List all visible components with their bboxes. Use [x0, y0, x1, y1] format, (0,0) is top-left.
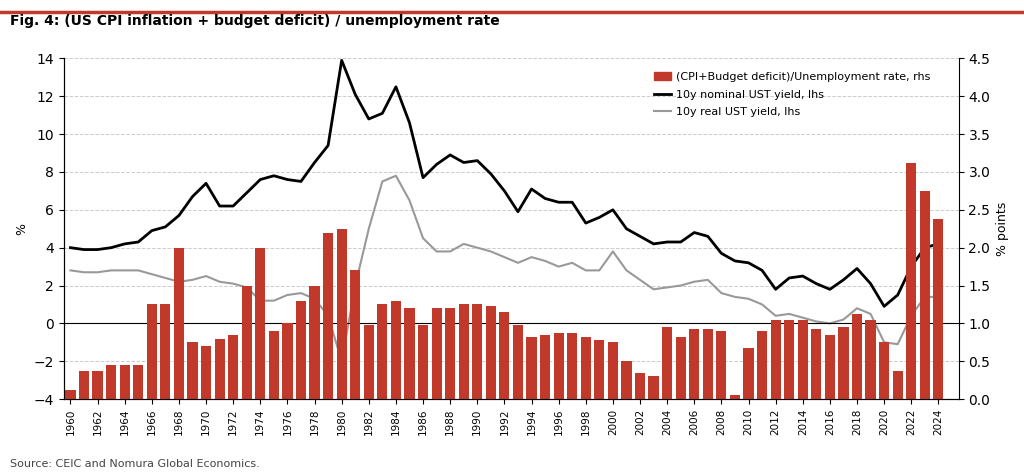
- Bar: [893, 371, 903, 399]
- Bar: [811, 329, 821, 399]
- Bar: [594, 340, 604, 399]
- Bar: [120, 365, 130, 399]
- Bar: [161, 304, 170, 399]
- Bar: [567, 333, 578, 399]
- Bar: [839, 327, 849, 399]
- Bar: [445, 308, 456, 399]
- Legend: (CPI+Budget deficit)/Unemployment rate, rhs, 10y nominal UST yield, lhs, 10y rea: (CPI+Budget deficit)/Unemployment rate, …: [650, 67, 935, 122]
- Bar: [717, 331, 726, 399]
- Bar: [418, 325, 428, 399]
- Bar: [485, 306, 496, 399]
- Bar: [648, 376, 658, 399]
- Bar: [622, 361, 632, 399]
- Bar: [770, 319, 780, 399]
- Bar: [663, 327, 672, 399]
- Bar: [391, 301, 401, 399]
- Bar: [865, 319, 876, 399]
- Bar: [513, 325, 523, 399]
- Bar: [676, 337, 686, 399]
- Bar: [526, 337, 537, 399]
- Bar: [377, 304, 387, 399]
- Bar: [79, 371, 89, 399]
- Y-axis label: % points: % points: [996, 201, 1009, 256]
- Bar: [201, 346, 211, 399]
- Bar: [268, 331, 279, 399]
- Bar: [404, 308, 415, 399]
- Bar: [920, 191, 930, 399]
- Bar: [906, 163, 916, 399]
- Bar: [350, 270, 360, 399]
- Bar: [296, 301, 306, 399]
- Bar: [92, 371, 102, 399]
- Bar: [689, 329, 699, 399]
- Bar: [500, 312, 510, 399]
- Bar: [187, 342, 198, 399]
- Bar: [228, 335, 239, 399]
- Bar: [283, 323, 293, 399]
- Bar: [66, 390, 76, 399]
- Bar: [730, 395, 740, 399]
- Text: Fig. 4: (US CPI inflation + budget deficit) / unemployment rate: Fig. 4: (US CPI inflation + budget defic…: [10, 14, 500, 28]
- Bar: [879, 342, 889, 399]
- Bar: [472, 304, 482, 399]
- Bar: [798, 319, 808, 399]
- Bar: [309, 285, 319, 399]
- Bar: [581, 337, 591, 399]
- Bar: [214, 338, 224, 399]
- Bar: [540, 335, 550, 399]
- Bar: [608, 342, 618, 399]
- Bar: [743, 348, 754, 399]
- Bar: [554, 333, 564, 399]
- Bar: [174, 248, 184, 399]
- Bar: [431, 308, 441, 399]
- Y-axis label: %: %: [15, 223, 28, 235]
- Bar: [635, 373, 645, 399]
- Bar: [784, 319, 795, 399]
- Text: Source: CEIC and Nomura Global Economics.: Source: CEIC and Nomura Global Economics…: [10, 459, 260, 469]
- Bar: [106, 365, 116, 399]
- Bar: [255, 248, 265, 399]
- Bar: [337, 229, 347, 399]
- Bar: [133, 365, 143, 399]
- Bar: [364, 325, 374, 399]
- Bar: [323, 233, 333, 399]
- Bar: [146, 304, 157, 399]
- Bar: [852, 314, 862, 399]
- Bar: [757, 331, 767, 399]
- Bar: [824, 335, 835, 399]
- Bar: [459, 304, 469, 399]
- Bar: [702, 329, 713, 399]
- Bar: [242, 285, 252, 399]
- Bar: [933, 219, 943, 399]
